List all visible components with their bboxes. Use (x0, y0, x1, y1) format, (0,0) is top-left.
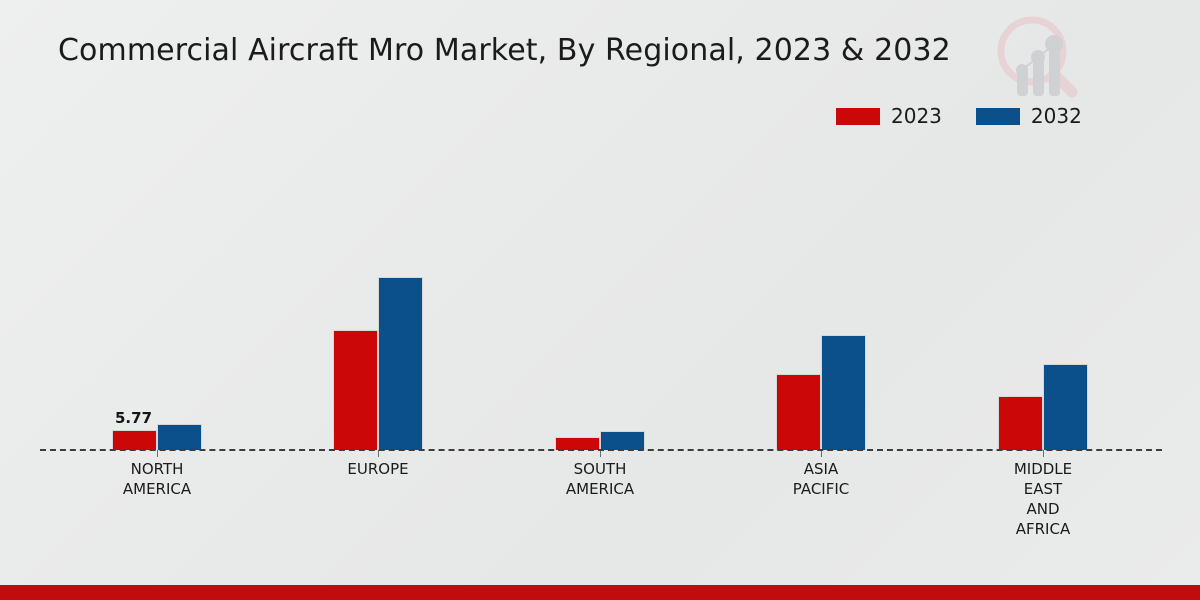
bar-group: MIDDLE EAST AND AFRICA (998, 150, 1088, 538)
bar-group: EUROPE (333, 150, 423, 478)
bar-2023-europe[interactable] (333, 330, 378, 450)
category-label-line: ASIA (803, 460, 839, 478)
plot-area: 5.77 NORTH AMERICA EUROPE SOUTH AMERICA ASIA PA… (40, 150, 1162, 538)
bar-2023-middle-east-and-africa[interactable] (998, 396, 1043, 450)
category-label-line: EAST (1023, 480, 1063, 498)
bar-2023-south-america[interactable] (555, 437, 600, 450)
bar-2032-europe[interactable] (378, 277, 423, 450)
category-label-line: SOUTH (573, 460, 627, 478)
axis-tick (157, 450, 158, 457)
category-label-north-america: NORTH AMERICA (77, 459, 237, 499)
axis-baseline (40, 449, 1162, 451)
bar-2032-north-america[interactable] (157, 424, 202, 450)
bar-2032-asia-pacific[interactable] (821, 335, 866, 450)
bar-group: SOUTH AMERICA (555, 150, 645, 498)
category-label-line: AFRICA (1015, 520, 1071, 538)
category-label-asia-pacific: ASIA PACIFIC (741, 459, 901, 499)
bar-group: ASIA PACIFIC (776, 150, 866, 498)
bar-2032-middle-east-and-africa[interactable] (1043, 364, 1088, 450)
legend-swatch-2023 (836, 107, 880, 125)
bar-2032-south-america[interactable] (600, 431, 645, 450)
category-label-line: MIDDLE (1013, 460, 1073, 478)
axis-tick (821, 450, 822, 457)
axis-tick (1043, 450, 1044, 457)
page-title: Commercial Aircraft Mro Market, By Regio… (58, 33, 951, 68)
legend-label-2023: 2023 (891, 104, 942, 128)
bar-2023-north-america[interactable] (112, 430, 157, 450)
category-label-line: AMERICA (565, 480, 635, 498)
bar-pair (776, 335, 866, 450)
bar-pair (112, 424, 202, 450)
axis-tick (600, 450, 601, 457)
legend-item-2023[interactable]: 2023 (836, 104, 942, 128)
footer-band (0, 585, 1200, 600)
category-label-middle-east-and-africa: MIDDLE EAST AND AFRICA (963, 459, 1123, 539)
axis-tick (378, 450, 379, 457)
bar-value-label: 5.77 (115, 409, 153, 427)
bar-pair (998, 364, 1088, 450)
legend-item-2032[interactable]: 2032 (975, 104, 1082, 128)
category-label-europe: EUROPE (298, 459, 458, 479)
category-label-line: PACIFIC (792, 480, 850, 498)
category-label-south-america: SOUTH AMERICA (520, 459, 680, 499)
category-label-line: AND (1026, 500, 1060, 518)
bar-pair (555, 431, 645, 450)
chart-legend: 2023 2032 (836, 104, 1082, 128)
category-label-line: AMERICA (122, 480, 192, 498)
bar-pair (333, 277, 423, 450)
category-label-line: NORTH (130, 460, 184, 478)
bar-2023-asia-pacific[interactable] (776, 374, 821, 450)
bar-group: 5.77 NORTH AMERICA (112, 150, 202, 498)
market-research-magnifier-logo (988, 8, 1084, 100)
legend-label-2032: 2032 (1030, 104, 1082, 128)
legend-swatch-2032 (975, 107, 1020, 125)
category-label-line: EUROPE (347, 460, 409, 478)
